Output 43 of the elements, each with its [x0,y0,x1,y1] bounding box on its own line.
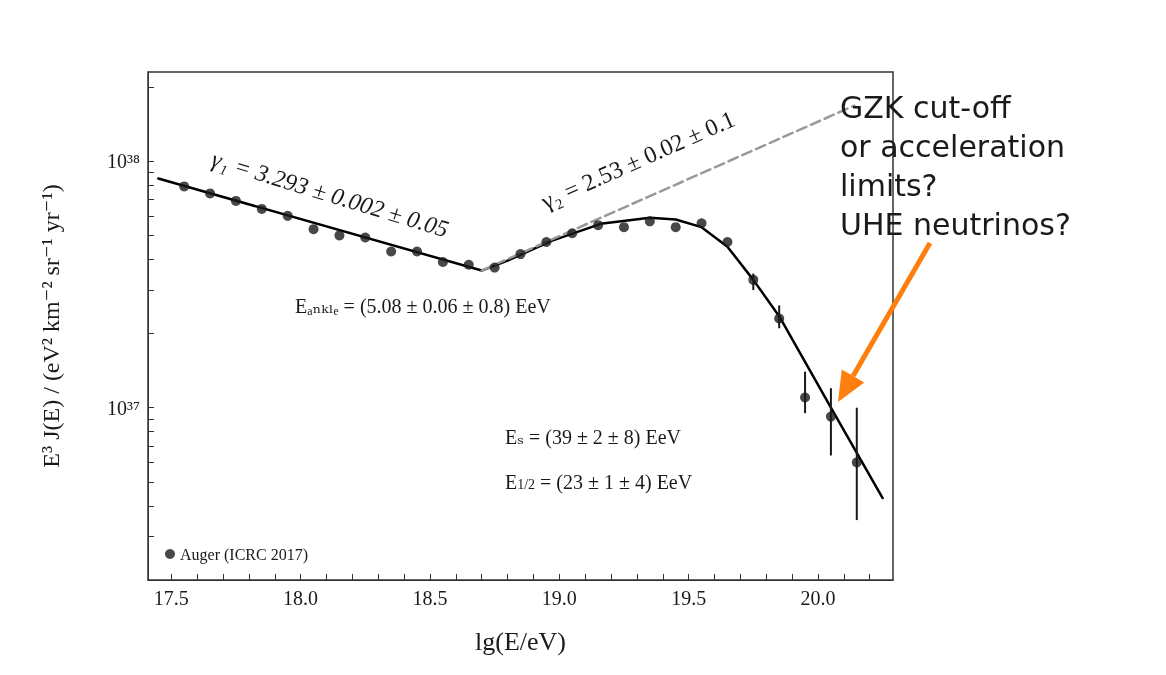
point [515,249,526,260]
x-tick-label: 19.0 [541,587,577,609]
y-tick-label: 10³⁸ [107,150,141,173]
point [308,224,319,235]
annotation: Eₐₙₖₗₑ = (5.08 ± 0.06 ± 0.8) EeV [295,295,552,318]
annotation: γ₁ = 3.293 ± 0.002 ± 0.05 [208,145,452,243]
annotation: γ₂ = 2.53 ± 0.02 ± 0.1 [536,105,739,215]
point [256,203,267,214]
point [644,216,655,227]
legend-label: Auger (ICRC 2017) [180,545,308,564]
point [593,220,604,231]
x-axis-title: lg(E/eV) [475,626,566,656]
point [670,222,681,233]
point [722,237,733,247]
point [825,411,836,422]
point [437,256,448,267]
annotation: Eₛ = (39 ± 2 ± 8) EeV [505,426,682,449]
point [774,313,785,324]
point [618,222,629,233]
point [851,457,862,468]
x-tick-label: 18.5 [412,587,448,609]
point [360,232,371,243]
point [230,195,241,206]
point [179,181,190,192]
x-tick-label: 20.0 [800,587,836,609]
point [696,218,707,229]
point [567,228,578,239]
point [489,262,500,273]
point [748,274,759,285]
x-tick-label: 17.5 [153,587,189,609]
x-tick-label: 19.5 [671,587,707,609]
point [205,188,216,199]
point [541,237,552,247]
point [412,246,423,257]
point [800,392,811,403]
point [334,230,345,241]
point [463,259,474,270]
point [282,210,293,221]
point [386,246,397,257]
y-axis-title: E³ J(E) / (eV² km⁻² sr⁻¹ yr⁻¹) [38,184,64,468]
x-tick-label: 18.0 [283,587,319,609]
y-tick-label: 10³⁷ [107,396,141,419]
annotation: E1/2 = (23 ± 1 ± 4) EeV [505,471,693,494]
